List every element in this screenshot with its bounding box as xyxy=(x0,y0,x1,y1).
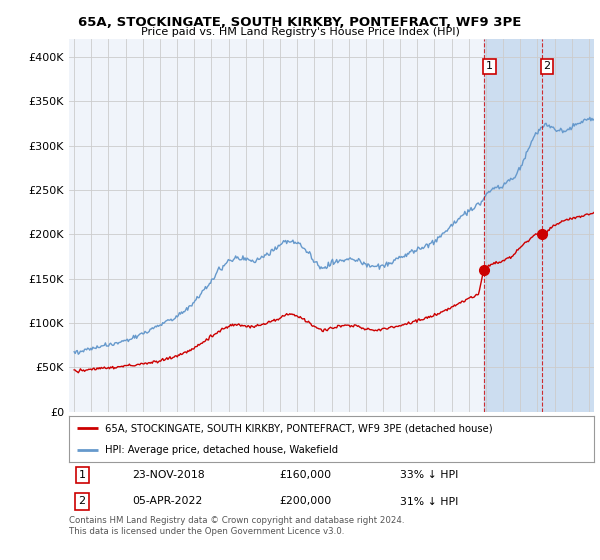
Text: 65A, STOCKINGATE, SOUTH KIRKBY, PONTEFRACT, WF9 3PE: 65A, STOCKINGATE, SOUTH KIRKBY, PONTEFRA… xyxy=(79,16,521,29)
Text: 33% ↓ HPI: 33% ↓ HPI xyxy=(400,470,458,480)
Bar xyxy=(484,39,594,412)
Text: 05-APR-2022: 05-APR-2022 xyxy=(132,497,202,506)
Text: Contains HM Land Registry data © Crown copyright and database right 2024.
This d: Contains HM Land Registry data © Crown c… xyxy=(69,516,404,536)
Text: 31% ↓ HPI: 31% ↓ HPI xyxy=(400,497,458,506)
Text: 2: 2 xyxy=(544,62,551,71)
Text: 1: 1 xyxy=(79,470,86,480)
Text: £200,000: £200,000 xyxy=(279,497,331,506)
Text: 1: 1 xyxy=(486,62,493,71)
Text: HPI: Average price, detached house, Wakefield: HPI: Average price, detached house, Wake… xyxy=(105,445,338,455)
Text: 23-NOV-2018: 23-NOV-2018 xyxy=(132,470,205,480)
Text: 2: 2 xyxy=(79,497,86,506)
Text: 65A, STOCKINGATE, SOUTH KIRKBY, PONTEFRACT, WF9 3PE (detached house): 65A, STOCKINGATE, SOUTH KIRKBY, PONTEFRA… xyxy=(105,424,493,434)
Text: Price paid vs. HM Land Registry's House Price Index (HPI): Price paid vs. HM Land Registry's House … xyxy=(140,27,460,37)
Text: £160,000: £160,000 xyxy=(279,470,331,480)
